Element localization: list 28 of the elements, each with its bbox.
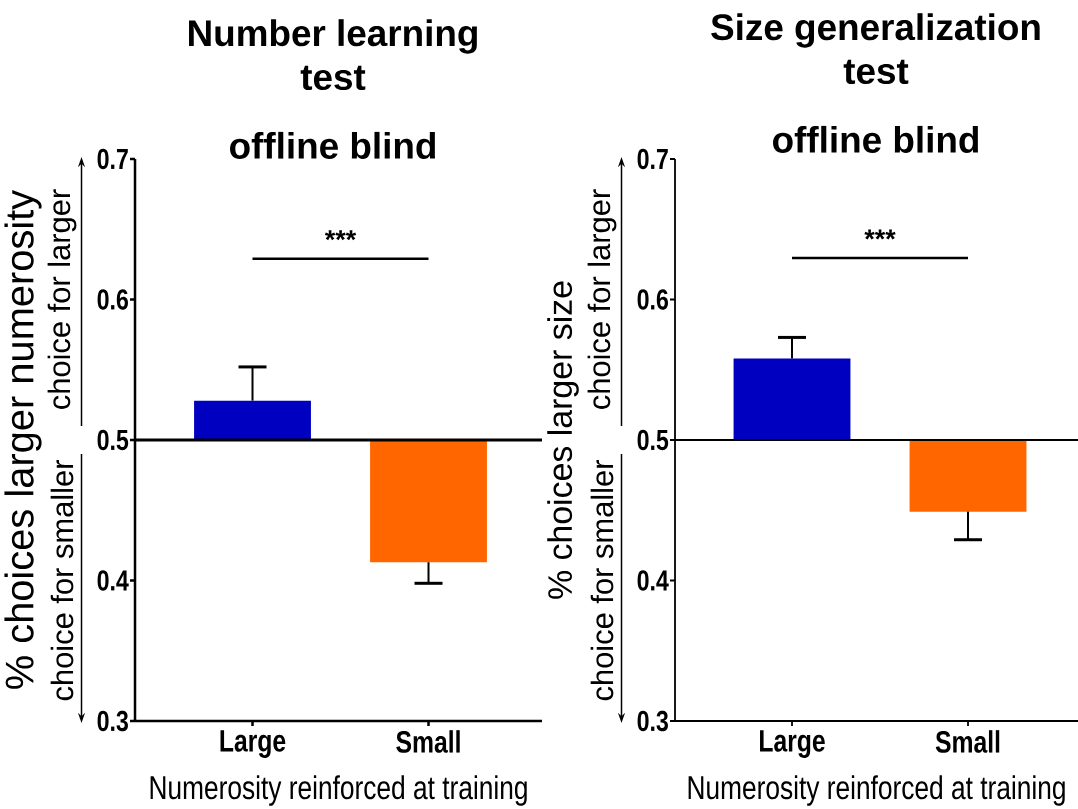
y-tick-label: 0.4	[637, 570, 669, 591]
text: choice for smaller	[590, 460, 614, 701]
chart-title: Number learning test	[189, 19, 477, 91]
annotation: ***	[864, 229, 896, 240]
chart-title: Size generalization test	[711, 13, 1040, 85]
text: choice for smaller	[50, 460, 74, 701]
x-tick-label: Small	[935, 730, 1000, 753]
x-tick-label: Large	[760, 730, 825, 758]
y-tick-label: 0.5	[97, 429, 129, 451]
chart-subtitle: offline blind	[773, 125, 978, 153]
y-tick-label: 0.7	[97, 148, 128, 170]
y-tick-label: 0.7	[637, 148, 668, 170]
annotation: ***	[324, 230, 357, 241]
text: choice for larger	[47, 189, 77, 409]
x-axis-title: Numerosity reinforced at training	[688, 775, 1065, 806]
chart-subtitle: offline blind	[230, 131, 435, 159]
y-tick-label: 0.3	[637, 710, 668, 732]
x-axis-title: Numerosity reinforced at training	[150, 775, 527, 806]
y-axis-title: % choices larger size	[547, 281, 579, 599]
y-tick-label: 0.6	[97, 289, 128, 310]
y-axis-title: % choices larger numerosity	[4, 189, 42, 689]
y-tick-label: 0.4	[97, 570, 129, 591]
y-tick-label: 0.3	[97, 710, 128, 732]
text: choice for larger	[587, 189, 617, 409]
y-tick-label: 0.6	[637, 289, 668, 310]
x-tick-label: Small	[396, 730, 460, 753]
x-tick-label: Large	[220, 730, 286, 758]
y-tick-label: 0.5	[637, 429, 669, 451]
